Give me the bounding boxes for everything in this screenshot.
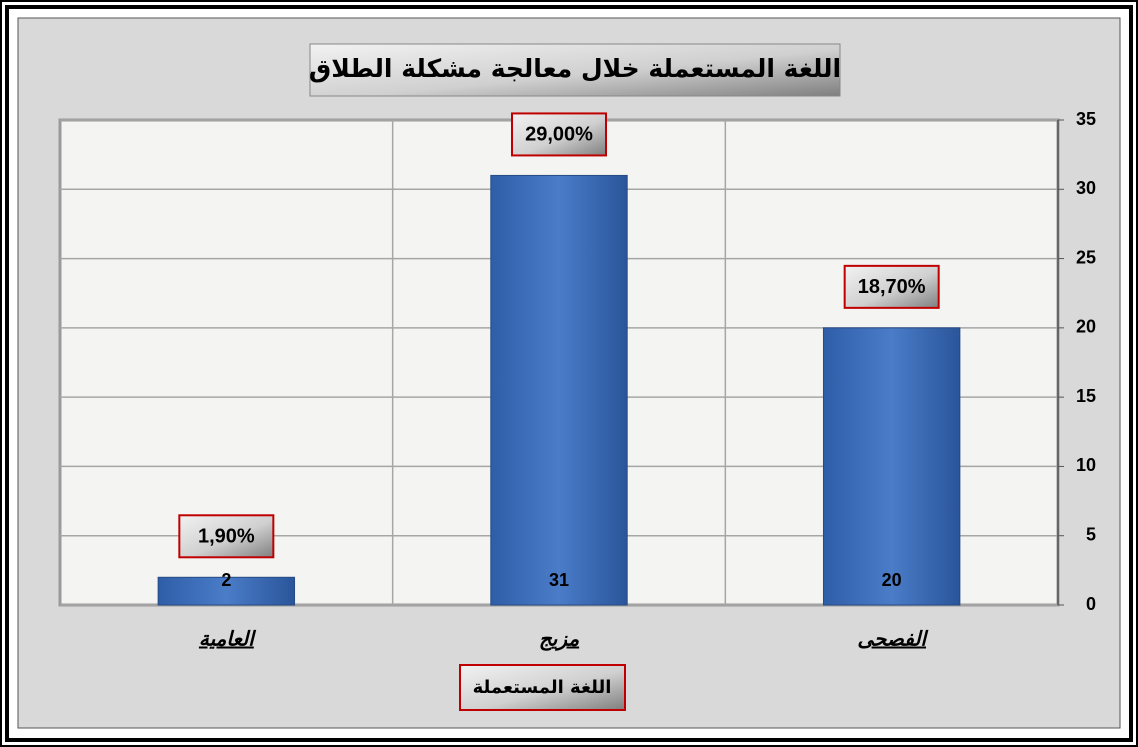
bar xyxy=(157,576,296,606)
y-tick-label: 30 xyxy=(1076,178,1096,198)
x-tick-label: العامية xyxy=(199,627,256,651)
annotation: 29,00% xyxy=(525,124,593,146)
y-tick-label: 0 xyxy=(1086,594,1096,614)
x-axis-title-box xyxy=(459,664,626,711)
value-label: 20 xyxy=(882,570,902,590)
bar xyxy=(822,327,961,606)
title-box xyxy=(309,43,841,97)
value-label: 2 xyxy=(221,570,231,590)
value-label: 31 xyxy=(549,570,569,590)
annotation: 18,70% xyxy=(858,276,926,298)
bar xyxy=(490,174,628,606)
chart-title: اللغة المستعملة خلال معالجة مشكلة الطلاق xyxy=(309,54,841,83)
y-tick-label: 15 xyxy=(1076,386,1096,406)
annotation: 1,90% xyxy=(198,526,255,548)
y-tick-label: 35 xyxy=(1076,109,1096,129)
annotation-box xyxy=(843,264,940,309)
y-tick-label: 10 xyxy=(1076,455,1096,475)
y-tick-label: 20 xyxy=(1076,317,1096,337)
annotation-box xyxy=(178,514,275,559)
inner-frame xyxy=(5,5,1133,742)
x-tick-label: الفصحى xyxy=(857,627,928,651)
annotation-box xyxy=(511,112,607,157)
y-tick-label: 5 xyxy=(1086,524,1096,544)
y-tick-label: 25 xyxy=(1076,247,1096,267)
x-tick-label: مزيج xyxy=(539,627,580,652)
x-axis-title: اللغة المستعملة xyxy=(473,677,612,698)
